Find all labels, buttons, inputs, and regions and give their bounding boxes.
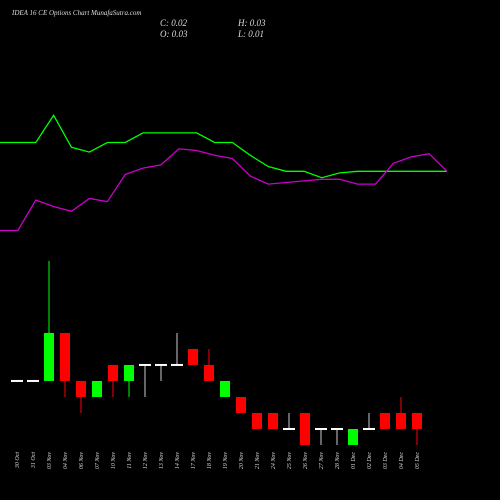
- ohlc-label: C: 0.02: [160, 18, 188, 28]
- x-tick-label: 30 Oct: [15, 452, 21, 469]
- x-tick-label: 07 Nov: [95, 452, 101, 470]
- x-tick-label: 24 Nov: [270, 452, 277, 470]
- indicator-line: [0, 114, 447, 179]
- x-tick-label: 02 Dec: [367, 452, 373, 469]
- candle-body: [315, 427, 327, 430]
- x-tick-label: 19 Nov: [223, 452, 229, 470]
- candle-body: [76, 380, 86, 397]
- x-tick-label: 03 Dec: [383, 452, 389, 469]
- x-tick-label: 04 Dec: [398, 452, 405, 469]
- candle-body: [363, 427, 375, 430]
- x-tick-label: 06 Nov: [79, 452, 85, 470]
- candle-body: [252, 412, 262, 429]
- candle-body: [155, 363, 167, 366]
- x-tick-label: 11 Nov: [127, 452, 133, 469]
- candle-body: [171, 363, 183, 366]
- candle-body: [11, 379, 23, 382]
- x-tick-label: 31 Oct: [31, 452, 37, 469]
- candle-body: [412, 412, 422, 429]
- x-tick-label: 17 Nov: [191, 452, 197, 470]
- x-tick-label: 13 Nov: [159, 452, 165, 470]
- candle-body: [204, 364, 214, 381]
- candle-body: [331, 427, 343, 430]
- candle-body: [60, 332, 70, 381]
- candle-body: [27, 379, 39, 382]
- candle-body: [300, 412, 310, 445]
- x-tick-label: 03 Nov: [47, 452, 53, 470]
- x-tick-label: 05 Dec: [415, 452, 421, 469]
- ohlc-label: O: 0.03: [160, 29, 188, 39]
- candle-body: [108, 364, 118, 381]
- x-tick-label: 25 Nov: [287, 452, 293, 470]
- x-tick-label: 28 Nov: [335, 452, 341, 470]
- x-tick-label: 01 Dec: [351, 452, 357, 469]
- candle-body: [188, 348, 198, 365]
- x-tick-label: 04 Nov: [62, 452, 69, 470]
- x-tick-label: 10 Nov: [111, 452, 117, 470]
- candle-body: [124, 364, 134, 381]
- x-tick-label: 26 Nov: [303, 452, 309, 470]
- ohlc-label: L: 0.01: [237, 29, 264, 39]
- x-tick-label: 14 Nov: [174, 452, 181, 470]
- x-tick-label: 18 Nov: [207, 452, 213, 470]
- candle-body: [396, 412, 406, 429]
- candle-body: [236, 396, 246, 413]
- candle-body: [380, 412, 390, 429]
- x-tick-label: 20 Nov: [239, 452, 245, 470]
- candle-body: [348, 428, 358, 445]
- x-tick-label: 21 Nov: [255, 452, 261, 470]
- candle-body: [139, 363, 151, 366]
- indicator-line: [0, 148, 448, 232]
- chart-title: IDEA 16 CE Options Chart MunafaSutra.com: [11, 9, 141, 17]
- candle-body: [44, 332, 54, 381]
- candle-body: [268, 412, 278, 429]
- x-tick-label: 12 Nov: [143, 452, 149, 470]
- candle-body: [220, 380, 230, 397]
- candle-body: [283, 427, 295, 430]
- x-tick-label: 27 Nov: [319, 452, 325, 470]
- ohlc-label: H: 0.03: [237, 18, 266, 28]
- candle-body: [92, 380, 102, 397]
